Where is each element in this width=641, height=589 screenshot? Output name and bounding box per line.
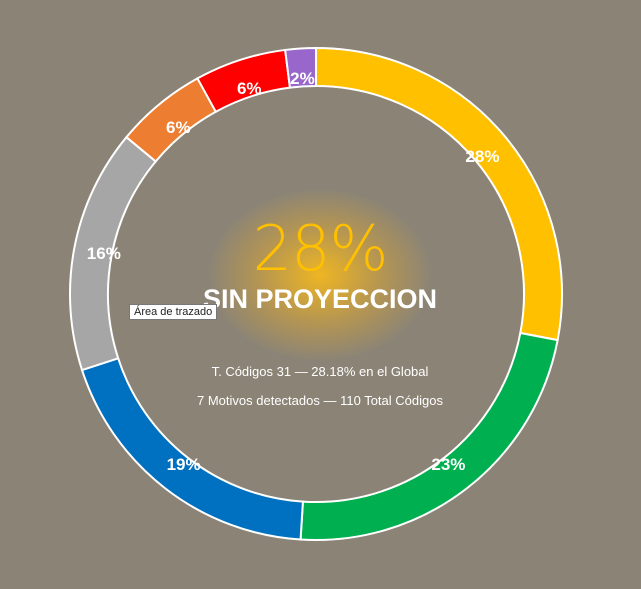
slice-label-7: 2% (290, 69, 315, 88)
slice-label-6: 6% (237, 79, 262, 98)
center-glow (210, 190, 430, 360)
slice-label-2: 23% (431, 455, 465, 474)
center-category-title: SIN PROYECCION (202, 284, 438, 314)
slice-label-5: 6% (166, 118, 191, 137)
slice-label-1: 28% (465, 147, 499, 166)
plot-area-tooltip: Área de trazado (129, 304, 218, 320)
center-summary-line-1: T. Códigos 31 — 28.18% en el Global (211, 364, 429, 379)
center-percent: 28% (252, 212, 389, 285)
center-summary-line-2: 7 Motivos detectados — 110 Total Códigos (197, 393, 443, 408)
slice-label-4: 16% (87, 244, 121, 263)
slice-label-3: 19% (167, 455, 201, 474)
donut-slice-3[interactable] (80, 357, 305, 541)
donut-slice-7[interactable] (284, 46, 317, 89)
